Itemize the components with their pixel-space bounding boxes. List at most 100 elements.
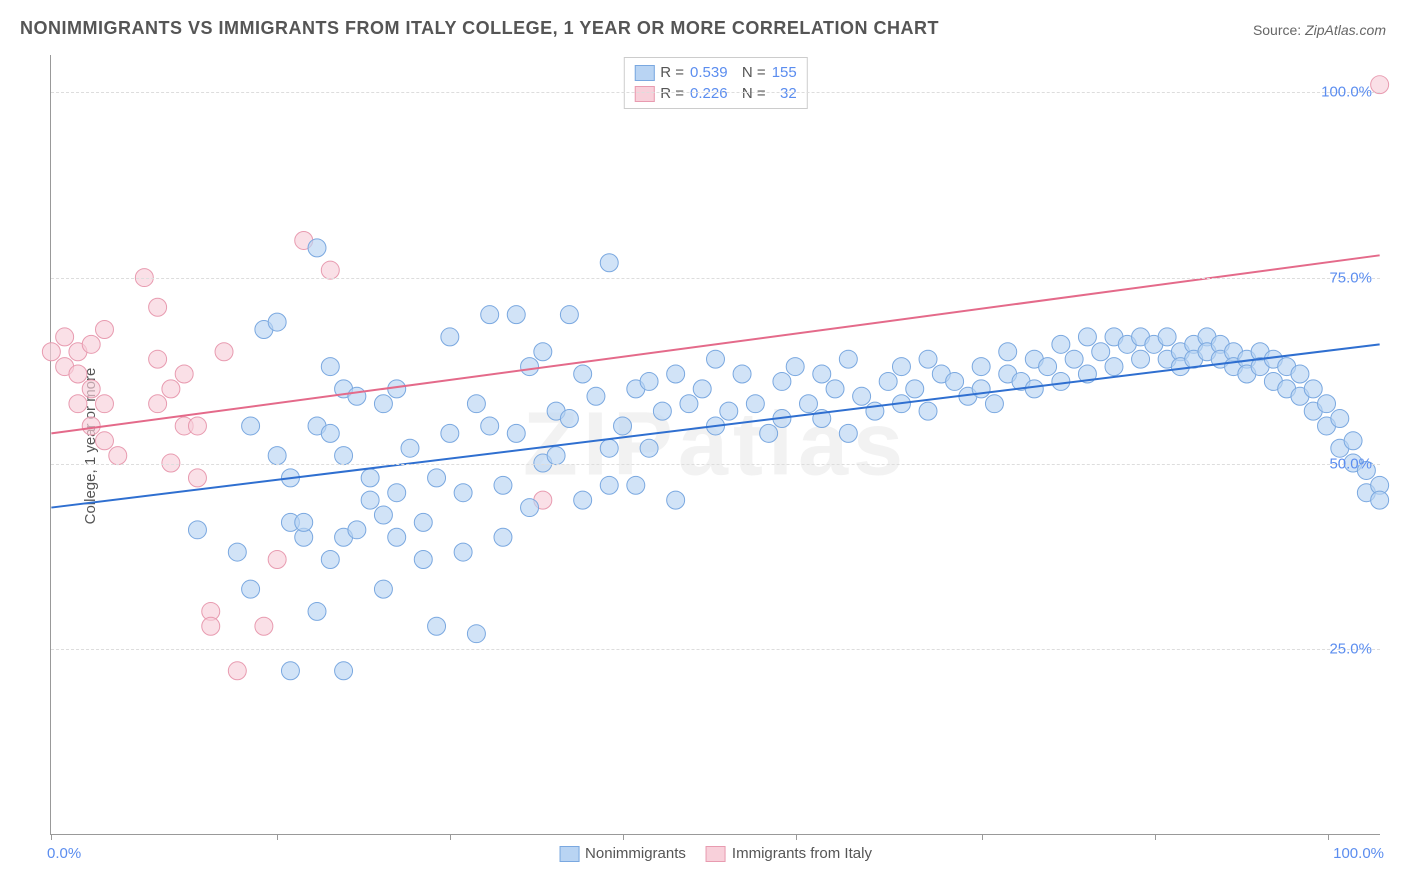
data-point (1065, 350, 1083, 368)
data-point (388, 484, 406, 502)
data-point (773, 372, 791, 390)
data-point (454, 543, 472, 561)
y-tick-label: 75.0% (1329, 269, 1372, 286)
data-point (295, 513, 313, 531)
data-point (42, 343, 60, 361)
data-point (188, 417, 206, 435)
data-point (972, 380, 990, 398)
legend-swatch-blue (634, 65, 654, 81)
stat-n-label: N = (734, 85, 766, 102)
stat-n-label: N = (734, 64, 766, 81)
data-point (467, 625, 485, 643)
data-point (215, 343, 233, 361)
x-tick (982, 834, 983, 840)
series-label: Immigrants from Italy (732, 845, 872, 862)
data-point (853, 387, 871, 405)
data-point (188, 469, 206, 487)
x-tick-label-min: 0.0% (47, 845, 81, 862)
gridline (51, 278, 1380, 279)
data-point (82, 380, 100, 398)
data-point (574, 365, 592, 383)
data-point (242, 417, 260, 435)
data-point (242, 580, 260, 598)
data-point (308, 239, 326, 257)
data-point (348, 521, 366, 539)
data-point (1052, 372, 1070, 390)
data-point (746, 395, 764, 413)
x-tick (623, 834, 624, 840)
stat-r-value: 0.539 (690, 64, 728, 81)
data-point (1132, 350, 1150, 368)
legend-swatch-pink (706, 846, 726, 862)
plot-area: ZIPatlas R = 0.539 N = 155 R = 0.226 N =… (50, 55, 1380, 835)
y-tick-label: 100.0% (1321, 84, 1372, 101)
data-point (149, 350, 167, 368)
data-point (69, 365, 87, 383)
data-point (707, 350, 725, 368)
legend-swatch-blue (559, 846, 579, 862)
data-point (879, 372, 897, 390)
data-point (228, 543, 246, 561)
data-point (919, 350, 937, 368)
data-point (547, 447, 565, 465)
data-point (667, 491, 685, 509)
data-point (202, 617, 220, 635)
data-point (494, 528, 512, 546)
data-point (95, 321, 113, 339)
data-point (321, 358, 339, 376)
data-point (507, 424, 525, 442)
data-point (494, 476, 512, 494)
data-point (640, 372, 658, 390)
x-tick (1155, 834, 1156, 840)
gridline (51, 464, 1380, 465)
stats-legend: R = 0.539 N = 155 R = 0.226 N = 32 (623, 57, 807, 109)
x-tick (796, 834, 797, 840)
data-point (82, 417, 100, 435)
data-point (321, 424, 339, 442)
data-point (680, 395, 698, 413)
data-point (188, 521, 206, 539)
data-point (693, 380, 711, 398)
stat-n-value: 32 (772, 85, 797, 102)
data-point (268, 313, 286, 331)
data-point (667, 365, 685, 383)
data-point (640, 439, 658, 457)
data-point (95, 395, 113, 413)
data-point (653, 402, 671, 420)
data-point (1291, 365, 1309, 383)
data-point (82, 335, 100, 353)
x-tick (277, 834, 278, 840)
stat-n-value: 155 (772, 64, 797, 81)
data-point (1158, 328, 1176, 346)
data-point (335, 447, 353, 465)
gridline (51, 649, 1380, 650)
data-point (786, 358, 804, 376)
data-point (627, 476, 645, 494)
data-point (1318, 395, 1336, 413)
data-point (228, 662, 246, 680)
data-point (534, 343, 552, 361)
stat-r-label: R = (660, 85, 684, 102)
data-point (1052, 335, 1070, 353)
data-point (587, 387, 605, 405)
data-point (1078, 328, 1096, 346)
data-point (985, 395, 1003, 413)
data-point (454, 484, 472, 502)
data-point (374, 580, 392, 598)
data-point (1025, 380, 1043, 398)
data-point (560, 306, 578, 324)
data-point (1039, 358, 1057, 376)
data-point (507, 306, 525, 324)
data-point (826, 380, 844, 398)
data-point (69, 395, 87, 413)
series-legend: Nonimmigrants Immigrants from Italy (559, 845, 872, 862)
gridline (51, 92, 1380, 93)
data-point (614, 417, 632, 435)
data-point (149, 395, 167, 413)
data-point (308, 602, 326, 620)
data-point (521, 358, 539, 376)
stat-r-value: 0.226 (690, 85, 728, 102)
x-tick (450, 834, 451, 840)
data-point (760, 424, 778, 442)
data-point (467, 395, 485, 413)
